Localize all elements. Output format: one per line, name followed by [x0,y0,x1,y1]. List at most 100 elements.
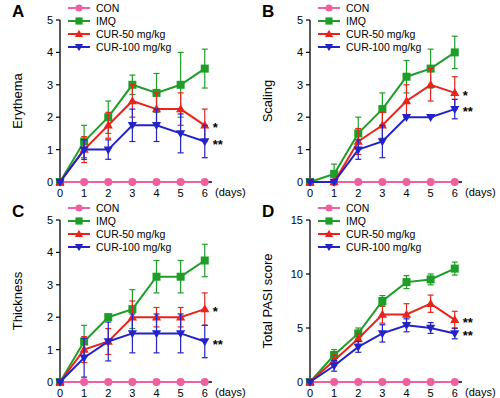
series-line [310,325,455,382]
y-tick-label: 3 [47,79,53,91]
marker [354,334,363,342]
marker [330,179,339,187]
marker [200,338,209,346]
y-tick-label: 2 [47,311,53,323]
x-tick-label: 5 [178,387,184,398]
series [55,293,209,385]
series [56,178,209,186]
significance: * [213,120,219,135]
marker [378,178,386,186]
legend-label: CON [346,202,369,214]
series [305,99,459,186]
x-tick-label: 2 [105,387,111,398]
x-tick-label: 6 [452,187,458,199]
marker [402,114,411,122]
significance: * [213,304,219,319]
marker [104,121,113,129]
marker [104,178,112,186]
series-line [310,269,455,382]
marker [153,178,161,186]
marker [354,146,363,154]
marker [402,310,411,318]
marker [378,310,387,318]
error-bar [452,262,458,275]
marker [104,146,113,154]
x-tick-label: 2 [105,187,111,199]
error-bar [154,261,160,293]
y-axis-label: Scaling [260,80,275,123]
marker [128,330,137,338]
legend-marker [75,230,83,237]
x-tick-label: 1 [331,387,337,398]
legend-marker [325,217,332,224]
marker [354,178,362,186]
y-axis [309,20,310,182]
y-tick [306,84,310,85]
series [305,319,459,387]
marker [201,257,209,265]
marker [378,297,386,305]
error-bar [428,274,434,285]
series [305,295,459,385]
y-tick [56,349,60,350]
marker [200,138,209,146]
x-axis-label: (days) [465,186,496,198]
legend-label: CON [346,2,369,14]
series-line [310,85,455,182]
series [56,49,209,186]
marker [201,178,209,186]
panel: BScaling(days)0123450123456***CONIMQCUR-… [260,2,496,199]
marker [56,178,64,186]
series-line [310,304,455,382]
legend: CONIMQCUR-50 mg/kgCUR-100 mg/kg [318,202,421,253]
panel: CThickness(days)0123450123456***CONIMQCU… [10,202,246,398]
series-line [310,109,455,182]
marker [354,344,363,352]
x-tick-label: 6 [202,187,208,199]
series-line [60,101,205,182]
x-axis-label: (days) [215,186,246,198]
y-tick-label: 1 [47,144,53,156]
x-tick-label: 0 [307,387,313,398]
error-bar [178,261,184,293]
significance: ** [463,328,474,343]
y-tick [306,327,310,328]
marker [451,178,459,186]
marker [403,278,411,286]
marker [403,378,411,386]
x-tick-label: 4 [153,387,159,398]
y-axis-label: Total PASI score [260,253,275,348]
significance: ** [463,104,474,119]
marker [427,378,435,386]
marker [306,378,314,386]
marker [200,304,209,312]
x-tick-label: 0 [307,187,313,199]
y-tick-label: 3 [297,79,303,91]
y-tick-label: 5 [47,14,53,26]
panel-letter: D [262,202,274,221]
x-tick-label: 1 [331,187,337,199]
panel-letter: C [12,202,24,221]
marker [80,355,89,363]
marker [80,378,88,386]
marker [450,330,459,338]
legend: CONIMQCUR-50 mg/kgCUR-100 mg/kg [68,2,171,53]
legend-marker [75,244,83,251]
marker [354,378,362,386]
legend-label: CUR-50 mg/kg [346,228,416,240]
legend-label: CON [96,202,119,214]
y-tick-label: 1 [47,344,53,356]
y-tick [306,219,310,220]
legend-marker [75,217,82,224]
legend-marker [75,204,82,211]
series [305,69,459,186]
plot-data [305,262,459,387]
x-tick-label: 1 [81,387,87,398]
series-line [60,125,205,182]
series [55,314,209,387]
legend-marker [325,4,332,11]
y-tick-label: 15 [291,214,303,226]
legend-marker [325,230,333,237]
marker [403,73,411,81]
marker [153,273,161,281]
